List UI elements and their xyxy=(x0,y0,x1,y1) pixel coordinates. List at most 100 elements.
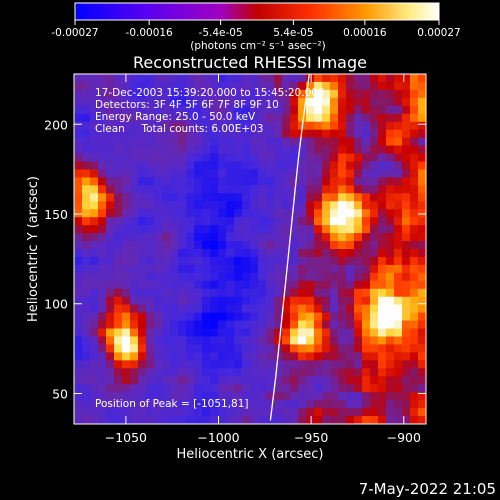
heatmap-cell xyxy=(170,288,179,298)
heatmap-cell xyxy=(226,177,235,186)
heatmap-cell xyxy=(218,105,227,115)
heatmap-cell xyxy=(274,185,283,194)
heatmap-cell xyxy=(322,352,331,361)
heatmap-cell xyxy=(130,225,139,234)
heatmap-cell xyxy=(186,185,195,194)
heatmap-cell xyxy=(90,328,99,338)
heatmap-cell xyxy=(218,217,227,226)
heatmap-cell xyxy=(306,344,315,353)
heatmap-cell xyxy=(274,89,283,99)
heatmap-cell xyxy=(178,201,187,210)
heatmap-cell xyxy=(114,264,123,274)
heatmap-cell xyxy=(274,280,283,290)
heatmap-cell xyxy=(410,161,419,171)
heatmap-cell xyxy=(290,264,299,274)
heatmap-cell xyxy=(282,105,291,115)
heatmap-cell xyxy=(354,328,363,338)
heatmap-cell xyxy=(354,169,363,178)
heatmap-cell xyxy=(234,392,243,401)
heatmap-cell xyxy=(194,201,203,210)
heatmap-cell xyxy=(130,74,139,83)
heatmap-cell xyxy=(98,272,107,282)
heatmap-cell xyxy=(186,280,195,290)
heatmap-cell xyxy=(410,193,419,202)
heatmap-cell xyxy=(74,225,83,234)
heatmap-cell xyxy=(90,97,99,107)
heatmap-cell xyxy=(146,328,155,338)
heatmap-cell xyxy=(330,97,339,107)
heatmap-cell xyxy=(90,169,99,178)
heatmap-cell xyxy=(186,241,195,250)
heatmap-cell xyxy=(282,233,291,242)
heatmap-cell xyxy=(202,81,211,91)
heatmap-cell xyxy=(82,384,91,393)
heatmap-cell xyxy=(274,400,283,409)
heatmap-cell xyxy=(298,288,307,298)
heatmap-cell xyxy=(306,217,315,226)
heatmap-cell xyxy=(362,344,371,353)
heatmap-cell xyxy=(346,256,355,266)
heatmap-cell xyxy=(338,304,347,314)
heatmap-cell xyxy=(90,145,99,155)
heatmap-cell xyxy=(242,161,251,171)
heatmap-cell xyxy=(314,360,323,369)
heatmap-cell xyxy=(146,272,155,282)
colorbar-tick-label: 0.00016 xyxy=(343,27,387,39)
heatmap-cell xyxy=(226,169,235,178)
heatmap-cell xyxy=(306,145,315,155)
heatmap-cell xyxy=(298,352,307,361)
heatmap-cell xyxy=(170,376,179,385)
heatmap-cell xyxy=(394,113,403,123)
heatmap-cell xyxy=(338,368,347,377)
heatmap-cell xyxy=(338,320,347,330)
x-axis-title: Heliocentric X (arcsec) xyxy=(177,447,324,462)
heatmap-cell xyxy=(242,400,251,409)
heatmap-cell xyxy=(346,296,355,306)
heatmap-cell xyxy=(114,360,123,369)
heatmap-cell xyxy=(202,264,211,274)
heatmap-cell xyxy=(218,241,227,250)
heatmap-cell xyxy=(242,384,251,393)
heatmap-cell xyxy=(346,336,355,346)
heatmap-cell xyxy=(82,288,91,298)
heatmap-cell xyxy=(322,312,331,322)
heatmap-cell xyxy=(386,249,395,258)
heatmap-cell xyxy=(370,185,379,194)
heatmap-cell xyxy=(226,288,235,298)
heatmap-cell xyxy=(314,320,323,330)
heatmap-cell xyxy=(194,408,203,417)
colorbar-ticks: -0.00027 -0.00016 -5.4e-05 5.4e-05 0.00016 0.… xyxy=(51,20,461,39)
heatmap-cell xyxy=(234,169,243,178)
heatmap-cell xyxy=(90,320,99,330)
heatmap-cell xyxy=(170,408,179,417)
heatmap-cell xyxy=(130,209,139,218)
heatmap-cell xyxy=(394,328,403,338)
heatmap-cell xyxy=(266,177,275,186)
heatmap-cell xyxy=(178,384,187,393)
heatmap-cell xyxy=(154,137,163,147)
heatmap-cell xyxy=(266,328,275,338)
heatmap-cell xyxy=(82,272,91,282)
heatmap-cell xyxy=(394,233,403,242)
heatmap-cell xyxy=(186,256,195,266)
heatmap-cell xyxy=(242,225,251,234)
heatmap-cell xyxy=(370,320,379,330)
heatmap-cell xyxy=(290,249,299,258)
heatmap-cell xyxy=(234,74,243,83)
heatmap-cell xyxy=(386,105,395,115)
heatmap-cell xyxy=(154,209,163,218)
heatmap-cell xyxy=(98,384,107,393)
heatmap-cell xyxy=(394,225,403,234)
heatmap-cell xyxy=(386,304,395,314)
heatmap-cell xyxy=(162,209,171,218)
heatmap-cell xyxy=(170,97,179,107)
heatmap-cell xyxy=(394,256,403,266)
heatmap-cell xyxy=(338,217,347,226)
heatmap-cell xyxy=(338,225,347,234)
heatmap-cell xyxy=(202,336,211,346)
heatmap-cell xyxy=(298,241,307,250)
heatmap-cell xyxy=(194,89,203,99)
heatmap-cell xyxy=(290,121,299,131)
heatmap-cell xyxy=(330,241,339,250)
heatmap-cell xyxy=(290,312,299,322)
